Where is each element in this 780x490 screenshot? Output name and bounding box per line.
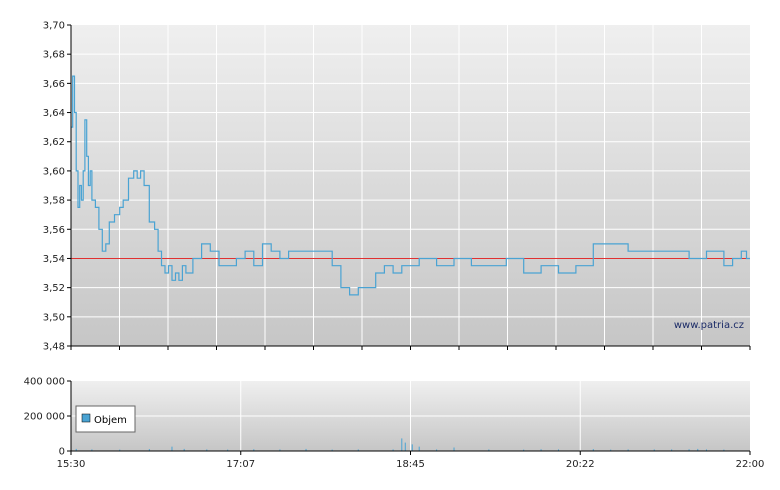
watermark: www.patria.cz: [674, 320, 744, 331]
price-y-tick-label: 3,70: [43, 21, 65, 32]
legend-label: Objem: [94, 415, 127, 426]
price-y-tick-label: 3,64: [43, 108, 65, 119]
price-y-tick-label: 3,50: [43, 312, 65, 323]
price-y-tick-label: 3,54: [43, 254, 65, 265]
price-y-tick-label: 3,48: [43, 342, 65, 353]
price-y-tick-label: 3,66: [43, 79, 65, 90]
price-y-tick-label: 3,68: [43, 50, 65, 61]
x-tick-label: 15:30: [57, 459, 86, 470]
price-y-tick-label: 3,58: [43, 196, 65, 207]
volume-y-tick-label: 0: [59, 447, 65, 458]
volume-legend: Objem: [75, 405, 136, 433]
price-y-tick-label: 3,62: [43, 137, 65, 148]
x-tick-label: 20:22: [566, 459, 595, 470]
x-tick-label: 22:00: [736, 459, 765, 470]
volume-y-tick-label: 200 000: [24, 412, 65, 423]
price-y-tick-label: 3,56: [43, 225, 65, 236]
x-tick-label: 18:45: [396, 459, 425, 470]
price-chart: 3,48 3,50 3,52 3,54 3,56 3,58 3,60 3,62 3,64 3,66…: [43, 21, 751, 353]
x-tick-label: 17:07: [226, 459, 255, 470]
volume-chart: 0 200 000 400 000 15:30 17:07 18:45 20:22 22:00: [24, 377, 765, 471]
legend-swatch: [81, 413, 91, 423]
price-y-tick-label: 3,60: [43, 166, 65, 177]
volume-y-tick-label: 400 000: [24, 377, 65, 388]
price-series-line: [71, 75, 750, 296]
price-y-tick-label: 3,52: [43, 283, 65, 294]
